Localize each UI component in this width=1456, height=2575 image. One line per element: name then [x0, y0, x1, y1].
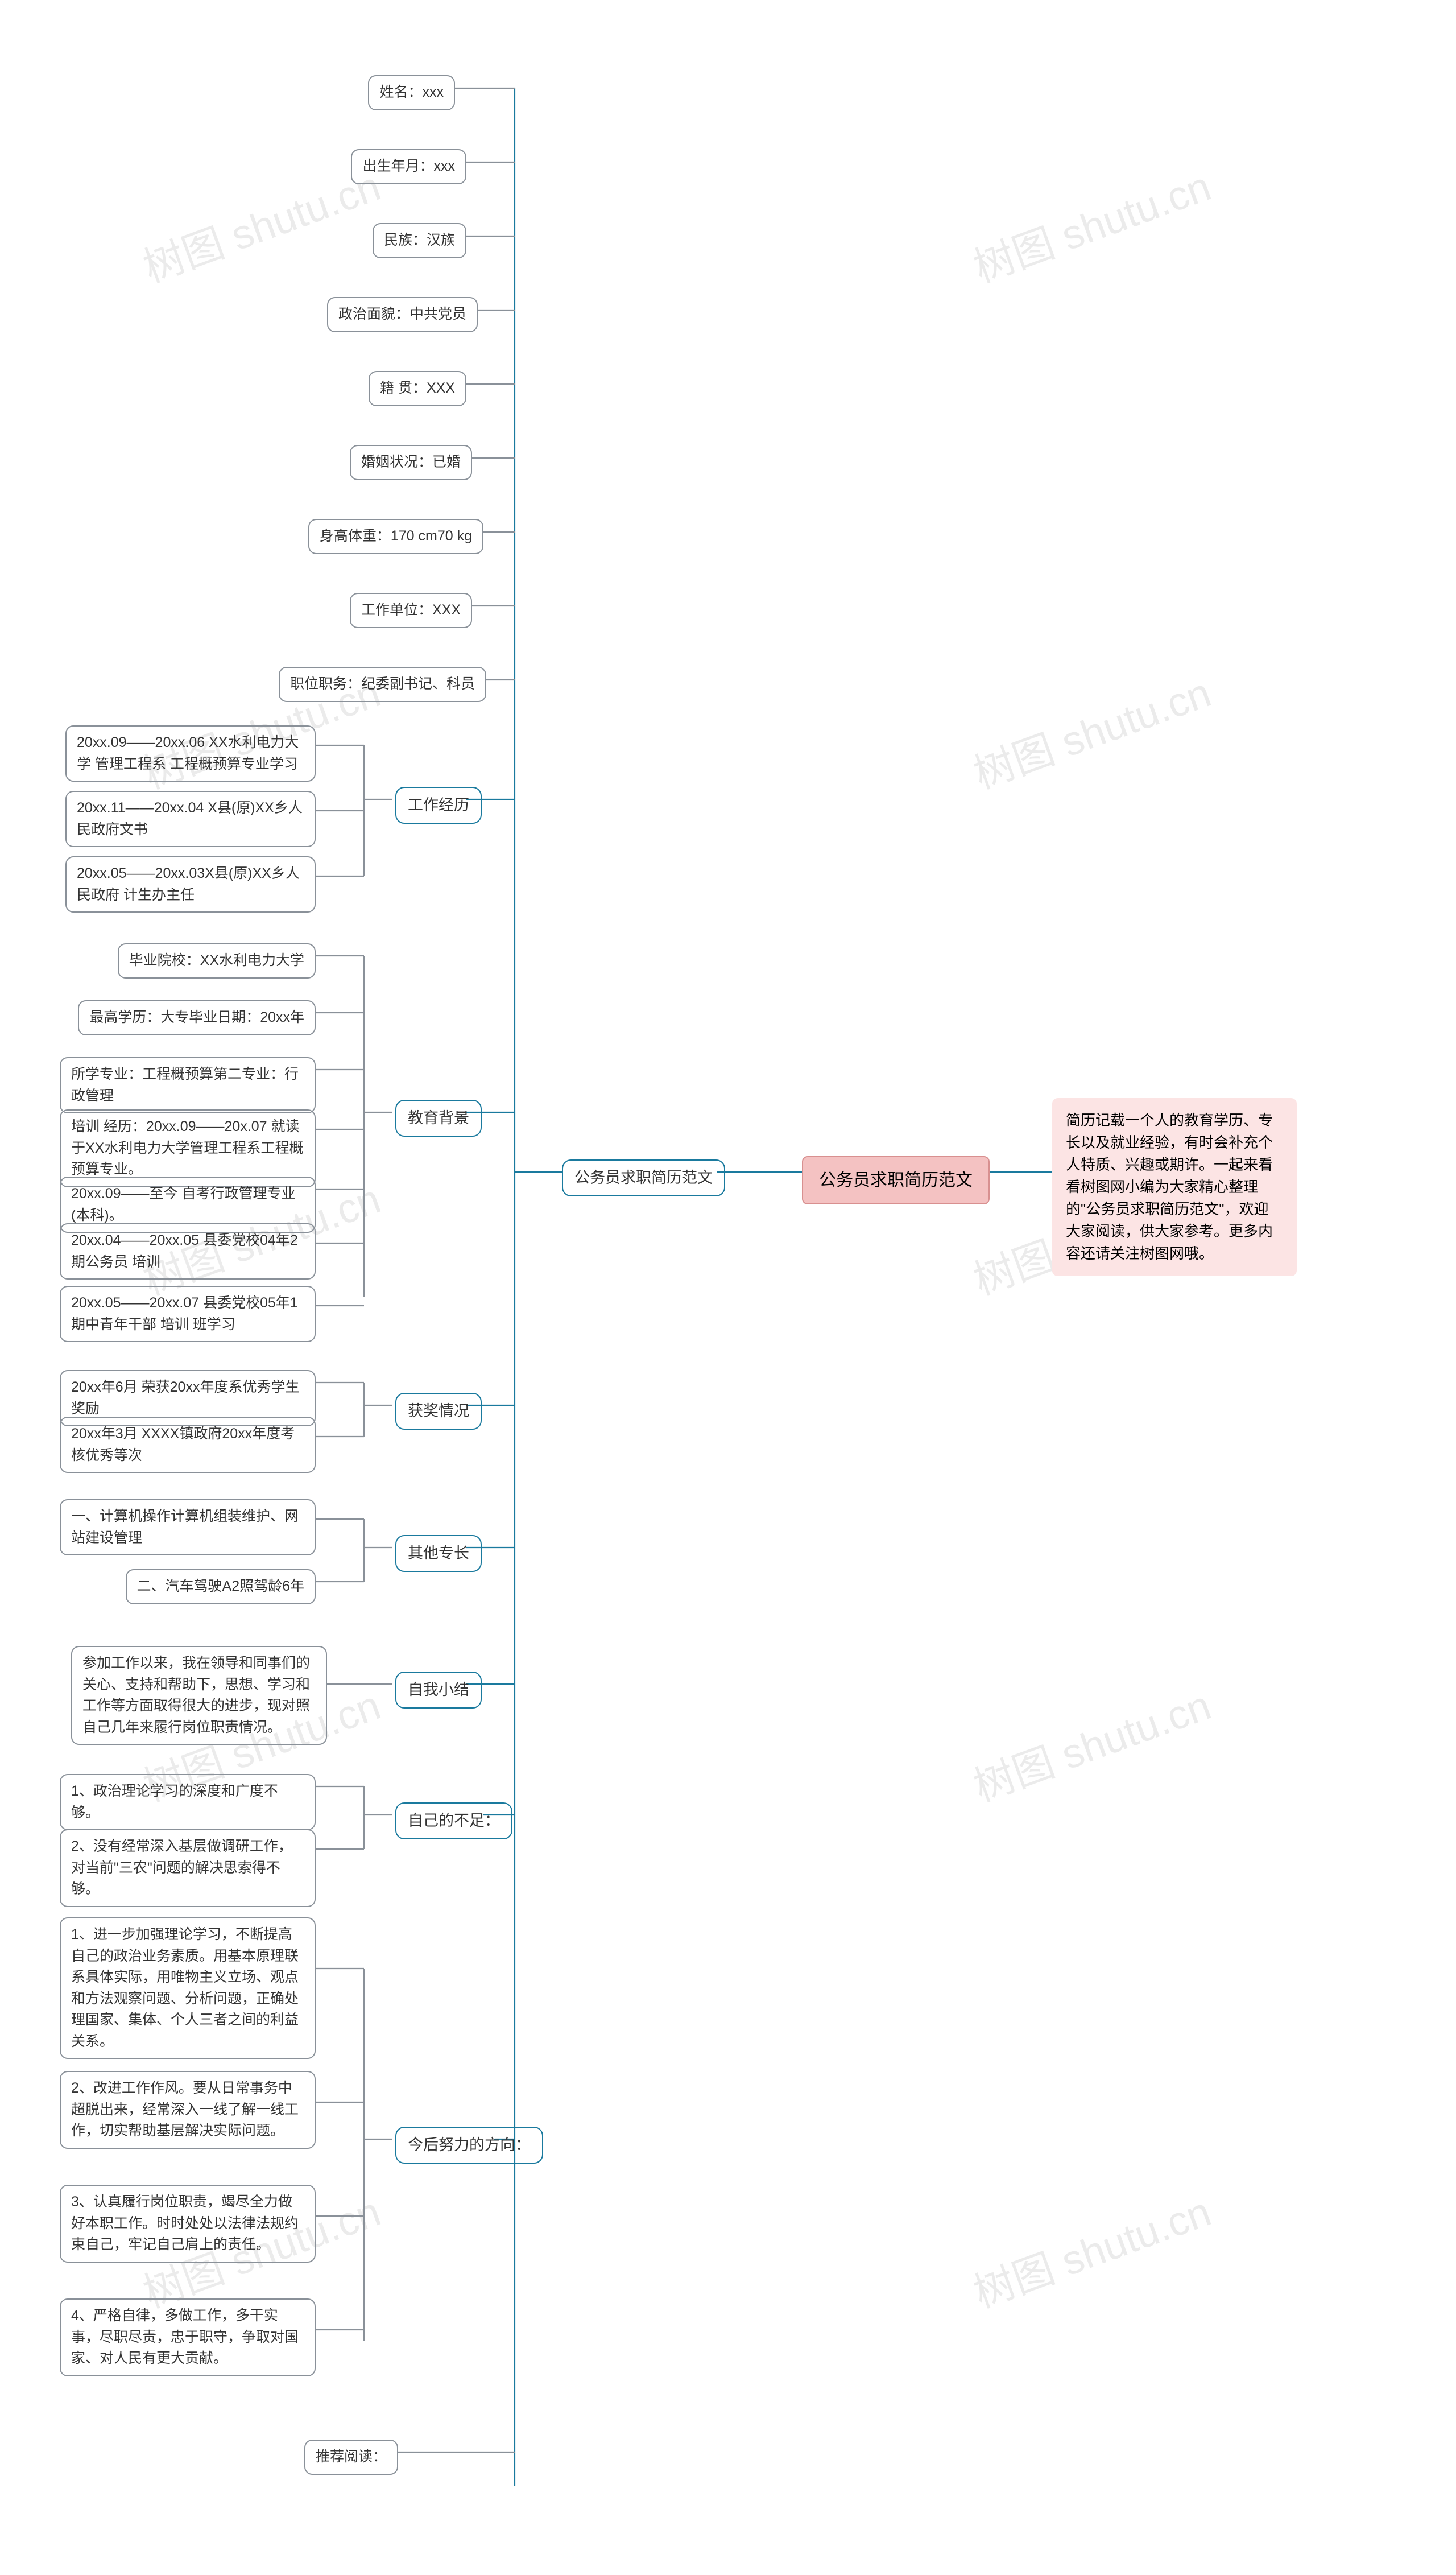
- leaf-ethnic[interactable]: 民族：汉族: [373, 223, 466, 258]
- sub-self[interactable]: 自我小结: [395, 1672, 482, 1709]
- leaf-edu-6-text: 20xx.04——20xx.05 县委党校04年2期公务员 培训: [71, 1232, 298, 1270]
- sub-award[interactable]: 获奖情况: [395, 1393, 482, 1430]
- leaf-work-1[interactable]: 20xx.09——20xx.06 XX水利电力大学 管理工程系 工程概预算专业学…: [65, 725, 316, 782]
- sub-main-label: 公务员求职简历范文: [574, 1169, 713, 1186]
- leaf-future-4-text: 4、严格自律，多做工作，多干实事，尽职尽责，忠于职守，争取对国家、对人民有更大贡…: [71, 2308, 299, 2366]
- leaf-height[interactable]: 身高体重：170 cm70 kg: [308, 519, 483, 554]
- leaf-work-2-text: 20xx.11——20xx.04 X县(原)XX乡人民政府文书: [77, 800, 303, 837]
- leaf-award-1-text: 20xx年6月 荣获20xx年度系优秀学生奖励: [71, 1379, 299, 1417]
- leaf-position-text: 职位职务：纪委副书记、科员: [290, 676, 475, 692]
- leaf-unit[interactable]: 工作单位：XXX: [350, 593, 472, 628]
- leaf-unit-text: 工作单位：XXX: [361, 602, 461, 618]
- leaf-other-1[interactable]: 一、计算机操作计算机组装维护、网站建设管理: [60, 1499, 316, 1555]
- leaf-award-2-text: 20xx年3月 XXXX镇政府20xx年度考核优秀等次: [71, 1426, 295, 1463]
- leaf-birth-text: 出生年月：xxx: [362, 158, 455, 174]
- leaf-recommend[interactable]: 推荐阅读：: [304, 2440, 398, 2475]
- sub-main[interactable]: 公务员求职简历范文: [562, 1159, 725, 1196]
- leaf-work-3-text: 20xx.05——20xx.03X县(原)XX乡人民政府 计生办主任: [77, 865, 300, 903]
- leaf-edu-4-text: 培训 经历：20xx.09——20x.07 就读于XX水利电力大学管理工程系工程…: [71, 1119, 303, 1177]
- sub-work[interactable]: 工作经历: [395, 787, 482, 824]
- description-node: 简历记载一个人的教育学历、专长以及就业经验，有时会补充个人特质、兴趣或期许。一起…: [1052, 1098, 1297, 1276]
- leaf-marital-text: 婚姻状况：已婚: [361, 454, 461, 470]
- sub-other[interactable]: 其他专长: [395, 1535, 482, 1572]
- leaf-birth[interactable]: 出生年月：xxx: [351, 149, 466, 184]
- leaf-position[interactable]: 职位职务：纪委副书记、科员: [279, 667, 486, 702]
- leaf-edu-3[interactable]: 所学专业：工程概预算第二专业：行政管理: [60, 1057, 316, 1113]
- root-node[interactable]: 公务员求职简历范文: [802, 1156, 990, 1204]
- leaf-origin-text: 籍 贯：XXX: [380, 380, 455, 396]
- leaf-edu-1-text: 毕业院校：XX水利电力大学: [129, 952, 304, 968]
- leaf-future-3[interactable]: 3、认真履行岗位职责，竭尽全力做好本职工作。时时处处以法律法规约束自己，牢记自己…: [60, 2185, 316, 2263]
- sub-short-label: 自己的不足：: [408, 1812, 500, 1829]
- leaf-edu-2-text: 最高学历：大专毕业日期：20xx年: [89, 1009, 304, 1025]
- leaf-short-2[interactable]: 2、没有经常深入基层做调研工作，对当前"三农"问题的解决思索得不够。: [60, 1829, 316, 1907]
- leaf-work-3[interactable]: 20xx.05——20xx.03X县(原)XX乡人民政府 计生办主任: [65, 856, 316, 913]
- sub-award-label: 获奖情况: [408, 1402, 469, 1419]
- sub-edu-label: 教育背景: [408, 1109, 469, 1126]
- leaf-work-1-text: 20xx.09——20xx.06 XX水利电力大学 管理工程系 工程概预算专业学…: [77, 734, 299, 772]
- sub-self-label: 自我小结: [408, 1681, 469, 1698]
- leaf-future-2[interactable]: 2、改进工作作风。要从日常事务中超脱出来，经常深入一线了解一线工作，切实帮助基层…: [60, 2071, 316, 2149]
- leaf-edu-7-text: 20xx.05——20xx.07 县委党校05年1期中青年干部 培训 班学习: [71, 1295, 298, 1332]
- leaf-future-1[interactable]: 1、进一步加强理论学习，不断提高自己的政治业务素质。用基本原理联系具体实际，用唯…: [60, 1917, 316, 2059]
- root-label: 公务员求职简历范文: [819, 1171, 973, 1190]
- leaf-recommend-text: 推荐阅读：: [316, 2449, 387, 2465]
- leaf-edu-3-text: 所学专业：工程概预算第二专业：行政管理: [71, 1066, 299, 1104]
- leaf-self-text: 参加工作以来，我在领导和同事们的关心、支持和帮助下，思想、学习和工作等方面取得很…: [82, 1655, 310, 1735]
- leaf-future-1-text: 1、进一步加强理论学习，不断提高自己的政治业务素质。用基本原理联系具体实际，用唯…: [71, 1926, 299, 2049]
- leaf-name-text: 姓名：xxx: [379, 84, 444, 100]
- sub-future-label: 今后努力的方向：: [408, 2136, 531, 2153]
- leaf-edu-1[interactable]: 毕业院校：XX水利电力大学: [118, 943, 316, 979]
- leaf-edu-6[interactable]: 20xx.04——20xx.05 县委党校04年2期公务员 培训: [60, 1223, 316, 1280]
- description-text: 简历记载一个人的教育学历、专长以及就业经验，有时会补充个人特质、兴趣或期许。一起…: [1066, 1112, 1273, 1262]
- sub-work-label: 工作经历: [408, 797, 469, 814]
- leaf-marital[interactable]: 婚姻状况：已婚: [350, 445, 472, 480]
- leaf-short-2-text: 2、没有经常深入基层做调研工作，对当前"三农"问题的解决思索得不够。: [71, 1838, 292, 1897]
- leaf-name[interactable]: 姓名：xxx: [368, 75, 455, 110]
- leaf-future-2-text: 2、改进工作作风。要从日常事务中超脱出来，经常深入一线了解一线工作，切实帮助基层…: [71, 2080, 299, 2139]
- leaf-edu-4[interactable]: 培训 经历：20xx.09——20x.07 就读于XX水利电力大学管理工程系工程…: [60, 1109, 316, 1187]
- leaf-other-2-text: 二、汽车驾驶A2照驾龄6年: [137, 1578, 304, 1594]
- leaf-future-4[interactable]: 4、严格自律，多做工作，多干实事，尽职尽责，忠于职守，争取对国家、对人民有更大贡…: [60, 2298, 316, 2376]
- sub-short[interactable]: 自己的不足：: [395, 1802, 512, 1839]
- leaf-work-2[interactable]: 20xx.11——20xx.04 X县(原)XX乡人民政府文书: [65, 791, 316, 847]
- leaf-origin[interactable]: 籍 贯：XXX: [369, 371, 466, 406]
- leaf-other-2[interactable]: 二、汽车驾驶A2照驾龄6年: [126, 1569, 316, 1604]
- leaf-edu-2[interactable]: 最高学历：大专毕业日期：20xx年: [78, 1000, 316, 1035]
- sub-other-label: 其他专长: [408, 1545, 469, 1562]
- leaf-edu-7[interactable]: 20xx.05——20xx.07 县委党校05年1期中青年干部 培训 班学习: [60, 1286, 316, 1342]
- leaf-political[interactable]: 政治面貌：中共党员: [327, 297, 478, 332]
- leaf-award-2[interactable]: 20xx年3月 XXXX镇政府20xx年度考核优秀等次: [60, 1417, 316, 1473]
- leaf-edu-5-text: 20xx.09——至今 自考行政管理专业(本科)。: [71, 1186, 296, 1223]
- leaf-short-1-text: 1、政治理论学习的深度和广度不够。: [71, 1783, 278, 1821]
- leaf-height-text: 身高体重：170 cm70 kg: [320, 528, 472, 544]
- sub-edu[interactable]: 教育背景: [395, 1100, 482, 1137]
- sub-future[interactable]: 今后努力的方向：: [395, 2127, 543, 2164]
- leaf-political-text: 政治面貌：中共党员: [338, 306, 466, 322]
- leaf-short-1[interactable]: 1、政治理论学习的深度和广度不够。: [60, 1774, 316, 1830]
- leaf-future-3-text: 3、认真履行岗位职责，竭尽全力做好本职工作。时时处处以法律法规约束自己，牢记自己…: [71, 2194, 299, 2252]
- leaf-ethnic-text: 民族：汉族: [384, 232, 455, 248]
- leaf-self[interactable]: 参加工作以来，我在领导和同事们的关心、支持和帮助下，思想、学习和工作等方面取得很…: [71, 1646, 327, 1745]
- leaf-other-1-text: 一、计算机操作计算机组装维护、网站建设管理: [71, 1508, 299, 1546]
